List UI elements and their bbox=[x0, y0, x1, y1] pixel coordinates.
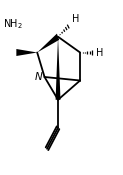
Text: H: H bbox=[96, 47, 103, 58]
Polygon shape bbox=[16, 49, 37, 56]
Text: NH$_2$: NH$_2$ bbox=[3, 18, 23, 32]
Text: N: N bbox=[34, 72, 42, 82]
Text: H: H bbox=[71, 15, 79, 24]
Polygon shape bbox=[56, 37, 61, 100]
Polygon shape bbox=[37, 34, 59, 52]
